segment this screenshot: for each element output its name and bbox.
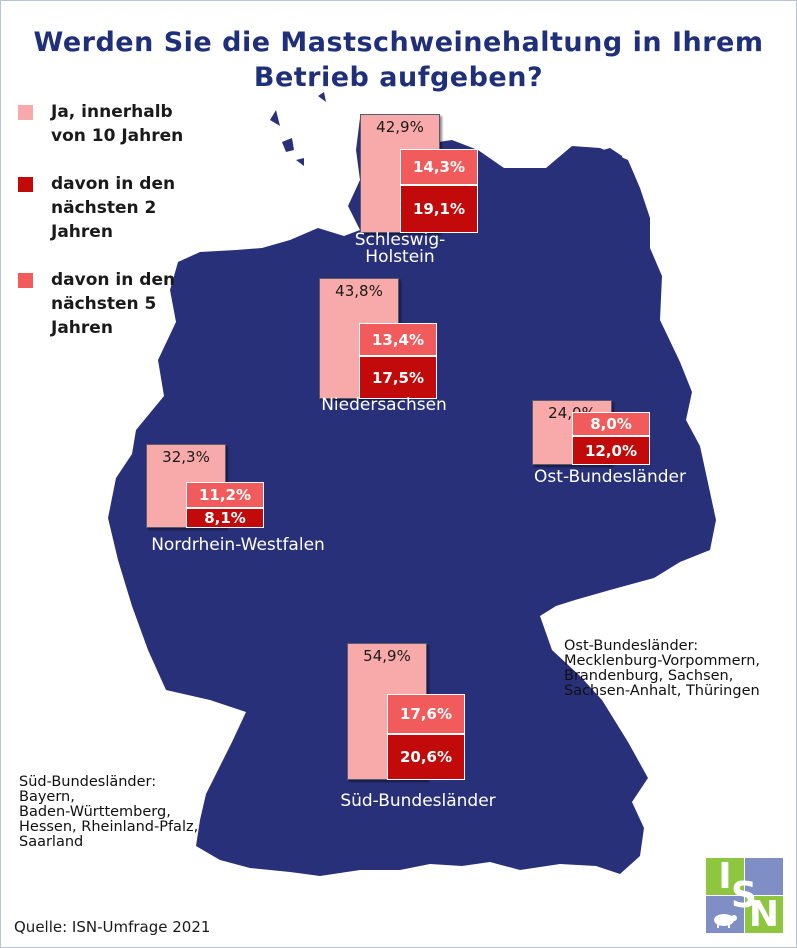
label-ja-schleswig-holstein: 42,9% bbox=[376, 118, 424, 136]
ost-bundeslaender-note: Ost-Bundesländer: Mecklenburg-Vorpommern,… bbox=[564, 624, 794, 699]
north-sea-islands-outline bbox=[270, 92, 326, 166]
label-2-jahre-nordrhein-westfalen: 8,1% bbox=[204, 509, 246, 527]
isn-logo: I N S bbox=[706, 858, 783, 934]
label-ja-sued-bundeslaender: 54,9% bbox=[363, 647, 411, 665]
label-2-jahre-sued-bundeslaender: 20,6% bbox=[399, 748, 453, 766]
region-name-schleswig-holstein: Schleswig- Holstein bbox=[354, 230, 446, 267]
legend-swatch-5-jahre bbox=[18, 273, 33, 288]
sued-note-title: Süd-Bundesländer: bbox=[19, 774, 157, 790]
logo-letter-s: S bbox=[731, 875, 757, 916]
ost-note-title: Ost-Bundesländer: bbox=[564, 638, 699, 654]
legend-label-5-jahre: davon in den nächsten 5 Jahren bbox=[51, 270, 176, 338]
bar-5-jahre-sued-bundeslaender: 17,6% bbox=[387, 694, 465, 734]
bar-2-jahre-nordrhein-westfalen: 8,1% bbox=[186, 508, 264, 528]
source-note: Quelle: ISN-Umfrage 2021 bbox=[14, 918, 211, 936]
logo-quadrant-i: I bbox=[706, 858, 744, 896]
logo-quadrant-bottom-left bbox=[706, 896, 744, 933]
bar-5-jahre-niedersachsen: 13,4% bbox=[359, 323, 437, 356]
baltic-island-outline bbox=[596, 148, 626, 178]
legend-label-2-jahre: davon in den nächsten 2 Jahren bbox=[51, 174, 176, 242]
logo-quadrant-n: N bbox=[745, 896, 783, 934]
label-5-jahre-sued-bundeslaender: 17,6% bbox=[399, 705, 453, 723]
label-2-jahre-niedersachsen: 17,5% bbox=[371, 368, 425, 387]
label-ja-nordrhein-westfalen: 32,3% bbox=[162, 448, 210, 466]
bar-5-jahre-ost-bundeslaender: 8,0% bbox=[572, 412, 650, 436]
sued-bundeslaender-note: Süd-Bundesländer: Bayern, Baden-Württembe… bbox=[19, 760, 249, 850]
chart-title-line2: Betrieb aufgeben? bbox=[253, 62, 544, 93]
bar-2-jahre-schleswig-holstein: 19,1% bbox=[400, 185, 478, 233]
ost-note-text: Mecklenburg-Vorpommern, Brandenburg, Sac… bbox=[564, 653, 761, 699]
label-2-jahre-ost-bundeslaender: 12,0% bbox=[584, 441, 638, 460]
sued-note-text: Bayern, Baden-Württemberg, Hessen, Rhein… bbox=[19, 789, 199, 850]
region-name-ost-bundeslaender: Ost-Bundesländer bbox=[534, 467, 686, 487]
germany-outline bbox=[108, 116, 716, 876]
region-name-sued-bundeslaender: Süd-Bundesländer bbox=[340, 791, 496, 811]
bar-2-jahre-sued-bundeslaender: 20,6% bbox=[387, 734, 465, 780]
label-5-jahre-schleswig-holstein: 14,3% bbox=[412, 158, 466, 176]
bar-5-jahre-schleswig-holstein: 14,3% bbox=[400, 149, 478, 185]
legend-swatch-2-jahre bbox=[18, 177, 33, 192]
legend-label-ja: Ja, innerhalb von 10 Jahren bbox=[51, 102, 184, 146]
label-5-jahre-nordrhein-westfalen: 11,2% bbox=[198, 486, 252, 504]
pig-icon bbox=[714, 914, 737, 928]
label-5-jahre-niedersachsen: 13,4% bbox=[371, 330, 425, 349]
region-name-nordrhein-westfalen: Nordrhein-Westfalen bbox=[151, 535, 325, 555]
region-name-niedersachsen: Niedersachsen bbox=[321, 395, 447, 415]
legend-swatch-ja bbox=[18, 105, 33, 120]
label-2-jahre-schleswig-holstein: 19,1% bbox=[412, 200, 466, 218]
bar-2-jahre-niedersachsen: 17,5% bbox=[359, 356, 437, 399]
logo-quadrant-top-right bbox=[745, 858, 783, 895]
bar-5-jahre-nordrhein-westfalen: 11,2% bbox=[186, 482, 264, 508]
label-5-jahre-ost-bundeslaender: 8,0% bbox=[590, 415, 632, 433]
bar-2-jahre-ost-bundeslaender: 12,0% bbox=[572, 436, 650, 465]
label-ja-niedersachsen: 43,8% bbox=[335, 282, 383, 300]
chart-title-line1: Werden Sie die Mastschweinehaltung in Ih… bbox=[33, 27, 764, 58]
